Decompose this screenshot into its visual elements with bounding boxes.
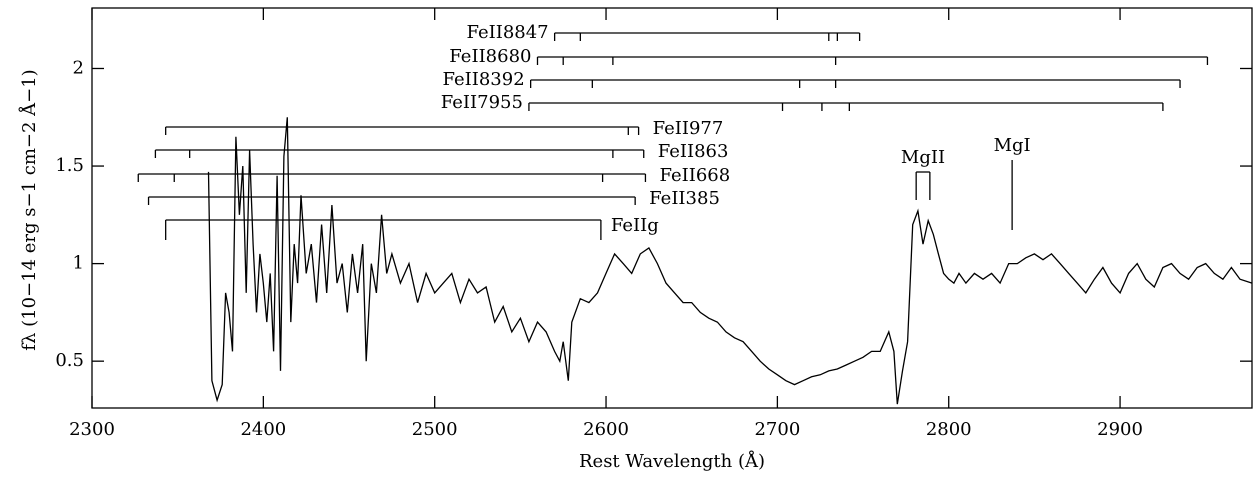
y-tick-label: 2	[73, 57, 84, 78]
y-tick-label: 1	[73, 253, 84, 274]
annotation-label: FeII977	[653, 118, 724, 139]
spectrum	[207, 117, 1253, 405]
annotation-label: FeII8847	[466, 22, 548, 43]
annotation-label: MgI	[994, 135, 1031, 156]
y-tick-label: 0.5	[55, 350, 84, 371]
y-axis-label: fλ (10−14 erg s−1 cm−2 Å−1)	[18, 69, 40, 350]
annotation-label: FeII8680	[449, 46, 531, 67]
annotation-label: FeII8392	[442, 69, 524, 90]
annotation-label: FeIIg	[611, 215, 659, 236]
annotation-label: FeII863	[658, 141, 729, 162]
annotation-label: FeII668	[659, 165, 730, 186]
y-tick-label: 1.5	[55, 155, 84, 176]
annotation-label: MgII	[901, 147, 945, 168]
annotation-label: FeII385	[649, 188, 720, 209]
x-tick-label: 2800	[926, 419, 972, 440]
x-tick-label: 2400	[240, 419, 286, 440]
annotation-label: FeII7955	[441, 92, 523, 113]
x-tick-label: 2900	[1097, 419, 1143, 440]
x-tick-label: 2300	[69, 419, 115, 440]
x-tick-label: 2500	[412, 419, 458, 440]
plot-frame	[91, 7, 1253, 409]
x-tick-label: 2700	[754, 419, 800, 440]
x-tick-label: 2600	[583, 419, 629, 440]
x-axis-label: Rest Wavelength (Å)	[579, 450, 765, 472]
